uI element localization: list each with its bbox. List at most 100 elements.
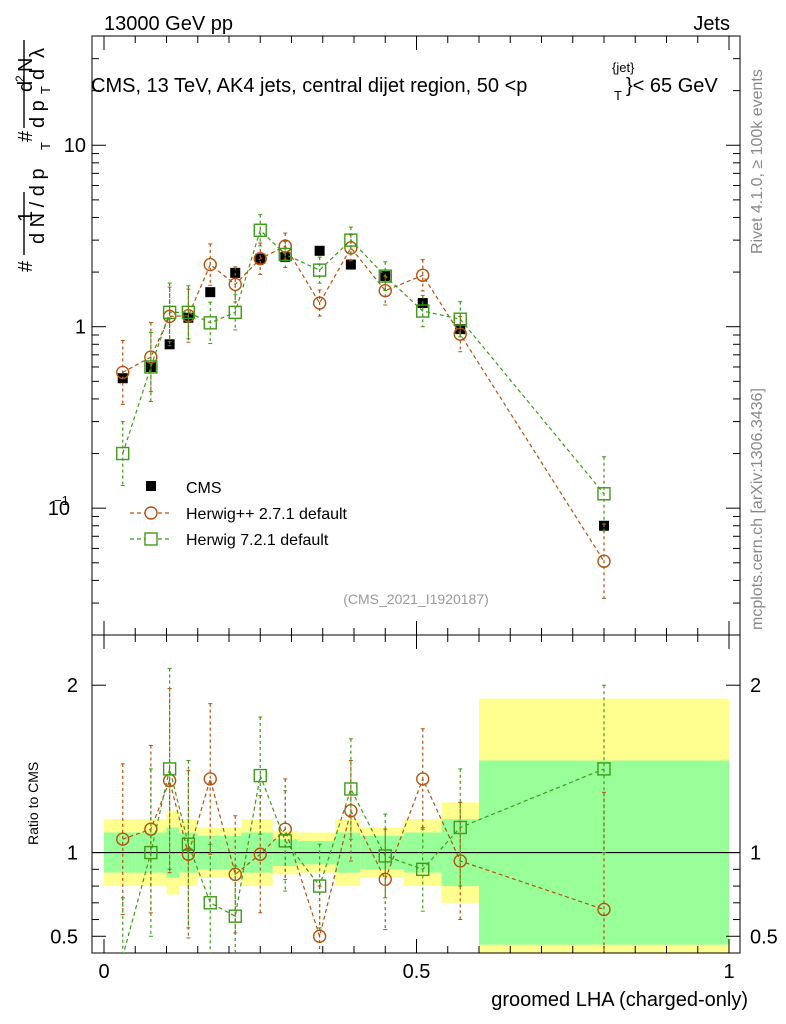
- data-point-herwig7: [453, 312, 467, 326]
- data-point-cms: [205, 287, 216, 298]
- ratio-y-tick-label-right: 2: [750, 675, 761, 697]
- data-point-cms: [345, 259, 356, 270]
- data-point-herwig7: [344, 233, 358, 247]
- data-point-cms: [280, 252, 291, 263]
- svg-text:T: T: [38, 142, 53, 150]
- ratio-y-tick-label: 0.5: [50, 926, 78, 948]
- mcplots-label: mcplots.cern.ch [arXiv:1306.3436]: [749, 388, 766, 630]
- data-point-herwigpp: [228, 277, 242, 292]
- legend-marker-herwigpp: [144, 506, 158, 520]
- data-point-herwigpp: [278, 239, 292, 253]
- svg-text:#: #: [15, 260, 37, 272]
- rivet-label: Rivet 4.1.0, ≥ 100k events: [749, 69, 766, 254]
- ratio-panel: 0.5 0.5 1 1 2 2 Ratio to CMS: [25, 634, 778, 954]
- data-point-herwig7: [144, 360, 158, 374]
- main-y-tick-label: 1: [75, 317, 86, 339]
- ratio-point-herwigpp: [116, 832, 130, 846]
- data-point-herwig7: [416, 304, 430, 318]
- ratio-point-herwigpp: [312, 929, 327, 943]
- ratio-line-herwigpp: [122, 776, 605, 939]
- main-y-tick-label: 10: [48, 498, 70, 520]
- main-y-tick-label-exp: −1: [54, 493, 69, 508]
- y-axis-label-ratio: Ratio to CMS: [25, 762, 41, 845]
- ratio-point-herwigpp: [253, 847, 267, 861]
- svg-text:1: 1: [15, 211, 37, 222]
- data-point-herwig7: [597, 487, 611, 501]
- chart-title-sup: {jet}: [612, 60, 635, 75]
- data-point-herwigpp: [203, 257, 217, 272]
- ratio-point-herwig7: [416, 862, 430, 877]
- ratio-point-herwig7: [181, 837, 196, 851]
- legend-label-cms: CMS: [186, 480, 222, 497]
- ratio-point-herwig7: [453, 820, 467, 835]
- data-point-herwigpp: [253, 252, 267, 266]
- svg-text:#: #: [15, 130, 37, 142]
- svg-text:2: 2: [13, 75, 27, 82]
- legend-marker-cms: [146, 481, 156, 491]
- legend-label-herwigpp: Herwig++ 2.7.1 default: [186, 506, 348, 523]
- data-point-herwigpp: [416, 268, 430, 283]
- ratio-point-herwig7: [162, 762, 177, 776]
- svg-text:d N / d p: d N / d p: [27, 168, 49, 244]
- chart-title-main: CMS, 13 TeV, AK4 jets, central dijet reg…: [91, 75, 527, 97]
- ratio-point-herwig7: [312, 879, 327, 893]
- main-y-tick-label: 10: [64, 135, 86, 157]
- legend: CMS Herwig++ 2.7.1 default Herwig 7.2.1 …: [130, 480, 348, 549]
- ratio-point-herwigpp: [344, 804, 358, 818]
- data-point-herwig7: [378, 269, 392, 283]
- ratio-point-herwig7: [144, 845, 158, 860]
- ratio-point-herwig7: [228, 909, 242, 923]
- legend-marker-herwig7: [144, 532, 158, 546]
- ratio-y-tick-label-right: 0.5: [750, 926, 778, 948]
- x-tick-label: 1: [723, 961, 734, 983]
- header-right: Jets: [693, 13, 730, 35]
- data-point-herwig7: [116, 446, 130, 461]
- svg-text:d: d: [27, 69, 49, 80]
- data-point-herwigpp: [312, 296, 327, 310]
- chart-title-sub: T: [614, 88, 622, 103]
- data-point-herwigpp: [597, 554, 611, 568]
- data-point-herwig7: [278, 247, 292, 262]
- ratio-point-herwigpp: [181, 847, 196, 861]
- svg-text:N: N: [15, 58, 37, 72]
- ratio-point-herwig7: [378, 849, 392, 863]
- watermark: (CMS_2021_I1920187): [343, 591, 489, 607]
- data-point-herwig7: [253, 223, 267, 237]
- data-point-herwigpp: [116, 365, 130, 380]
- ratio-point-herwig7: [253, 768, 267, 783]
- ratio-y-tick-label: 1: [67, 843, 78, 865]
- x-axis-label: groomed LHA (charged-only): [491, 989, 748, 1011]
- data-point-cms: [164, 339, 175, 350]
- ratio-y-tick-label-right: 1: [750, 843, 761, 865]
- data-point-herwig7: [203, 316, 217, 330]
- ratio-point-herwig7: [597, 762, 611, 776]
- data-point-cms: [314, 245, 325, 256]
- chart-title-tail: }< 65 GeV: [626, 75, 718, 97]
- chart-title: CMS, 13 TeV, AK4 jets, central dijet reg…: [91, 75, 527, 97]
- svg-text:λ: λ: [27, 48, 49, 58]
- ratio-point-herwigpp: [597, 902, 611, 917]
- ratio-point-herwigpp: [203, 772, 217, 786]
- svg-text:d p: d p: [27, 100, 49, 128]
- series-line-herwigpp: [122, 245, 605, 562]
- data-point-herwig7: [312, 263, 327, 277]
- y-axis-label-main: # 1 d N / d p T # d 2 N d p T d λ: [13, 40, 53, 272]
- data-point-herwig7: [162, 305, 177, 320]
- ratio-point-herwigpp: [378, 872, 392, 887]
- data-point-herwigpp: [378, 283, 392, 298]
- ratio-point-herwig7: [203, 896, 217, 910]
- data-point-herwig7: [228, 305, 242, 320]
- x-tick-label: 0: [98, 961, 109, 983]
- ratio-y-tick-label: 2: [67, 675, 78, 697]
- x-tick-label: 0.5: [403, 961, 431, 983]
- ratio-point-herwig7: [344, 782, 358, 796]
- ratio-point-herwig7: [278, 834, 292, 848]
- svg-text:T: T: [38, 86, 53, 94]
- legend-label-herwig7: Herwig 7.2.1 default: [186, 532, 329, 549]
- svg-text:d: d: [15, 81, 37, 92]
- header-left: 13000 GeV pp: [104, 13, 233, 35]
- ratio-point-herwigpp: [416, 772, 430, 786]
- data-point-herwig7: [181, 305, 196, 320]
